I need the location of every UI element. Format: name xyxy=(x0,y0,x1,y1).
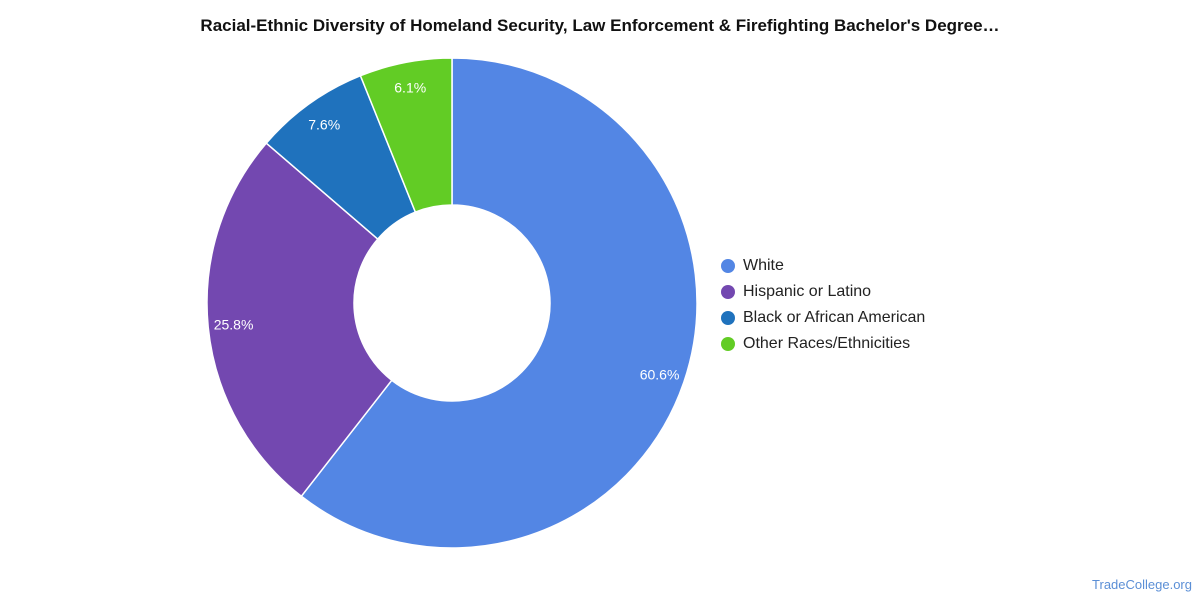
legend-swatch-other-races-ethnicities xyxy=(721,337,735,351)
chart-title: Racial-Ethnic Diversity of Homeland Secu… xyxy=(200,16,1000,35)
slice-other-races-ethnicities[interactable] xyxy=(359,57,453,214)
legend-item-black-or-african-american[interactable]: Black or African American xyxy=(721,305,925,331)
source-link[interactable]: TradeCollege.org xyxy=(1092,577,1192,592)
legend-item-white[interactable]: White xyxy=(721,253,925,279)
legend-swatch-hispanic-or-latino xyxy=(721,285,735,299)
legend: White Hispanic or Latino Black or Africa… xyxy=(721,253,925,357)
slice-white[interactable] xyxy=(300,57,698,549)
legend-label: Black or African American xyxy=(743,309,926,326)
legend-label: Hispanic or Latino xyxy=(743,283,872,300)
legend-swatch-white xyxy=(721,259,735,273)
slice-hispanic-or-latino[interactable] xyxy=(206,142,393,498)
legend-label: Other Races/Ethnicities xyxy=(743,335,911,352)
slice-label-hispanic-or-latino: 25.8% xyxy=(214,317,254,333)
legend-item-hispanic-or-latino[interactable]: Hispanic or Latino xyxy=(721,279,925,305)
legend-item-other-races-ethnicities[interactable]: Other Races/Ethnicities xyxy=(721,331,925,357)
slice-label-white: 60.6% xyxy=(640,366,680,382)
slice-label-other-races-ethnicities: 6.1% xyxy=(394,80,426,96)
slice-label-black-or-african-american: 7.6% xyxy=(308,117,340,133)
legend-swatch-black-or-african-american xyxy=(721,311,735,325)
legend-label: White xyxy=(743,257,784,274)
